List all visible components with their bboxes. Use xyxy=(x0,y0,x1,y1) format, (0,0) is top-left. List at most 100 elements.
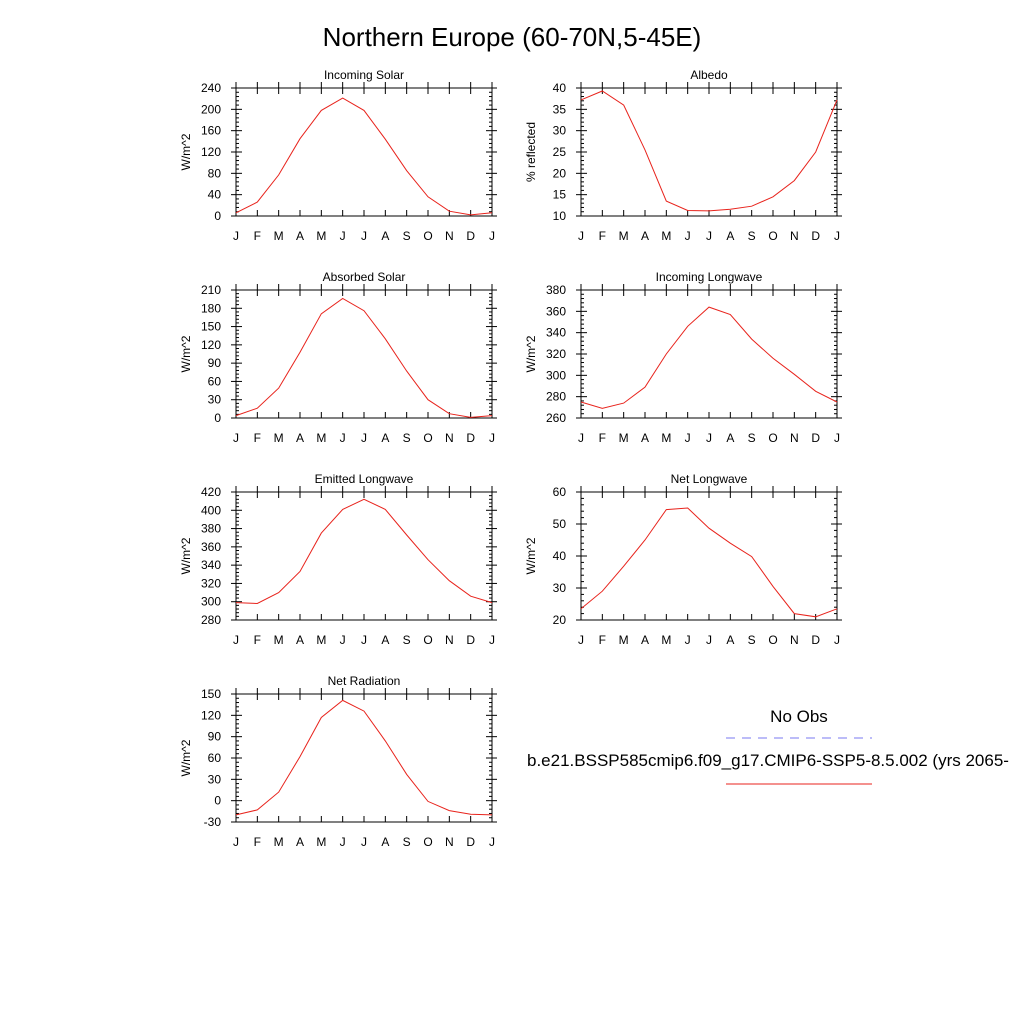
plot-frame xyxy=(235,87,493,217)
x-tick-label: D xyxy=(811,633,820,647)
panel-title: Net Longwave xyxy=(671,472,748,486)
x-tick-label: J xyxy=(489,835,495,849)
x-tick-label: S xyxy=(748,229,756,243)
x-tick-label: F xyxy=(254,431,261,445)
x-tick-label: S xyxy=(403,229,411,243)
x-tick-label: A xyxy=(381,633,389,647)
y-tick-label: 35 xyxy=(553,102,567,116)
x-tick-label: O xyxy=(768,633,777,647)
x-tick-label: J xyxy=(834,633,840,647)
y-tick-label: 150 xyxy=(201,687,221,701)
x-tick-label: O xyxy=(423,229,432,243)
x-tick-label: J xyxy=(706,229,712,243)
x-tick-label: D xyxy=(466,633,475,647)
x-tick-label: S xyxy=(403,835,411,849)
y-axis-label: W/m^2 xyxy=(179,335,193,372)
plot-frame xyxy=(235,491,493,621)
x-tick-label: A xyxy=(296,229,304,243)
x-tick-label: N xyxy=(790,633,799,647)
y-tick-label: 60 xyxy=(208,374,222,388)
x-tick-label: J xyxy=(489,431,495,445)
x-tick-label: M xyxy=(316,431,326,445)
x-tick-label: A xyxy=(641,633,649,647)
y-tick-label: 20 xyxy=(553,613,567,627)
series-line xyxy=(235,297,493,418)
y-tick-label: 240 xyxy=(201,81,221,95)
x-tick-label: J xyxy=(361,633,367,647)
plot-frame xyxy=(580,289,838,419)
y-tick-label: 40 xyxy=(553,549,567,563)
y-axis-label: W/m^2 xyxy=(524,537,538,574)
x-tick-label: J xyxy=(685,229,691,243)
y-tick-label: 90 xyxy=(208,356,222,370)
legend-model-label: b.e21.BSSP585cmip6.f09_g17.CMIP6-SSP5-8.… xyxy=(527,751,1009,770)
x-tick-label: M xyxy=(619,633,629,647)
y-tick-label: 30 xyxy=(553,124,567,138)
x-tick-label: J xyxy=(489,633,495,647)
y-tick-label: 0 xyxy=(214,411,221,425)
y-tick-label: 25 xyxy=(553,145,567,159)
y-tick-label: -30 xyxy=(204,815,222,829)
x-tick-label: N xyxy=(445,835,454,849)
x-tick-label: M xyxy=(274,835,284,849)
x-tick-label: F xyxy=(599,633,606,647)
series-line xyxy=(580,306,838,409)
y-tick-label: 320 xyxy=(546,347,566,361)
panel-title: Emitted Longwave xyxy=(315,472,414,486)
x-tick-label: J xyxy=(578,431,584,445)
x-tick-label: M xyxy=(661,633,671,647)
y-tick-label: 0 xyxy=(214,794,221,808)
series-line xyxy=(235,498,493,605)
x-tick-label: S xyxy=(403,633,411,647)
plot-frame xyxy=(235,693,493,823)
x-tick-label: J xyxy=(340,431,346,445)
y-axis-label: W/m^2 xyxy=(179,537,193,574)
y-tick-label: 30 xyxy=(208,393,222,407)
x-tick-label: O xyxy=(423,633,432,647)
x-tick-label: J xyxy=(706,431,712,445)
x-tick-label: J xyxy=(578,633,584,647)
x-tick-label: A xyxy=(381,229,389,243)
x-tick-label: J xyxy=(233,633,239,647)
x-tick-label: M xyxy=(619,431,629,445)
plot-frame xyxy=(580,87,838,217)
x-tick-label: D xyxy=(466,229,475,243)
y-tick-label: 320 xyxy=(201,576,221,590)
y-tick-label: 360 xyxy=(546,304,566,318)
y-tick-label: 280 xyxy=(546,390,566,404)
y-axis-label: % reflected xyxy=(524,122,538,182)
x-tick-label: J xyxy=(706,633,712,647)
y-tick-label: 280 xyxy=(201,613,221,627)
x-tick-label: D xyxy=(466,431,475,445)
x-tick-label: J xyxy=(685,431,691,445)
x-tick-label: A xyxy=(726,431,734,445)
x-tick-label: F xyxy=(254,633,261,647)
y-tick-label: 340 xyxy=(546,326,566,340)
x-tick-label: M xyxy=(316,633,326,647)
y-tick-label: 340 xyxy=(201,558,221,572)
x-tick-label: N xyxy=(445,229,454,243)
panel-title: Incoming Solar xyxy=(324,68,404,82)
x-tick-label: A xyxy=(641,229,649,243)
x-tick-label: A xyxy=(296,835,304,849)
x-tick-label: O xyxy=(768,431,777,445)
y-tick-label: 150 xyxy=(201,320,221,334)
series-line xyxy=(235,97,493,216)
x-tick-label: O xyxy=(768,229,777,243)
y-tick-label: 60 xyxy=(208,751,222,765)
x-tick-label: F xyxy=(254,229,261,243)
x-tick-label: M xyxy=(619,229,629,243)
y-tick-label: 80 xyxy=(208,166,222,180)
x-tick-label: M xyxy=(316,229,326,243)
y-tick-label: 420 xyxy=(201,485,221,499)
x-tick-label: F xyxy=(254,835,261,849)
x-tick-label: N xyxy=(790,229,799,243)
y-tick-label: 300 xyxy=(546,368,566,382)
x-tick-label: M xyxy=(661,229,671,243)
